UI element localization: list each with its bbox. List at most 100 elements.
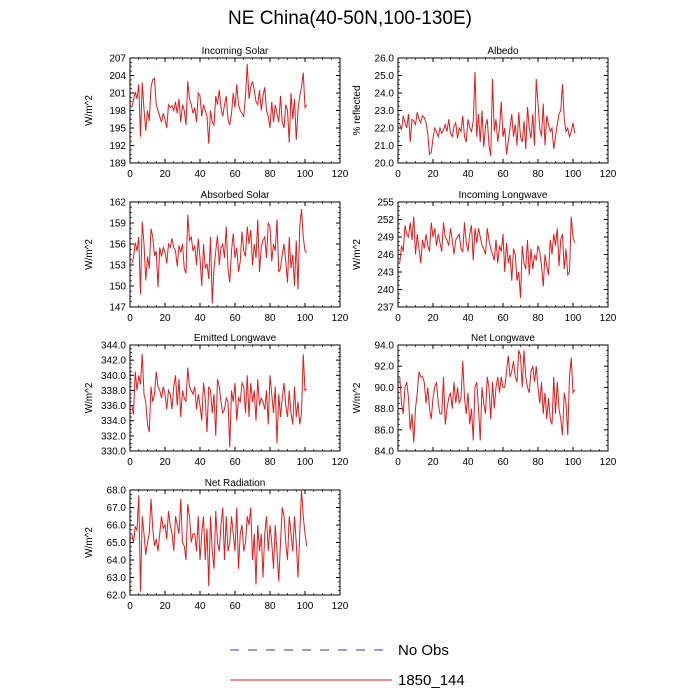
- panel-title: Net Radiation: [205, 478, 266, 489]
- y-tick-label: 84.0: [375, 447, 395, 458]
- y-axis-label: W/m^2: [84, 239, 95, 270]
- y-tick-label: 249: [377, 233, 394, 244]
- y-tick-label: 66.0: [107, 521, 127, 532]
- y-axis-label: W/m^2: [352, 382, 363, 413]
- plot-frame: [397, 201, 609, 308]
- x-tick-label: 120: [332, 169, 349, 180]
- y-tick-label: 237: [377, 303, 394, 314]
- x-tick-label: 80: [264, 601, 276, 612]
- panel-title: Net Longwave: [471, 333, 535, 344]
- y-tick-label: 92.0: [375, 362, 395, 373]
- x-tick-label: 0: [395, 313, 401, 324]
- x-tick-label: 100: [565, 169, 582, 180]
- y-tick-label: 240: [377, 285, 394, 296]
- y-tick-label: 332.0: [101, 431, 126, 442]
- x-tick-label: 40: [194, 601, 206, 612]
- y-tick-label: 156: [109, 240, 126, 251]
- x-tick-label: 80: [264, 169, 276, 180]
- y-tick-label: 340.0: [101, 371, 126, 382]
- x-tick-label: 60: [229, 169, 241, 180]
- panel-title: Absorbed Solar: [201, 190, 271, 201]
- y-tick-label: 63.0: [107, 573, 127, 584]
- x-tick-label: 0: [127, 169, 133, 180]
- series-line-1850-144: [399, 216, 576, 299]
- x-tick-label: 20: [427, 457, 439, 468]
- y-axis-label: W/m^2: [84, 527, 95, 558]
- y-tick-label: 330.0: [101, 447, 126, 458]
- x-tick-label: 20: [427, 313, 439, 324]
- x-tick-label: 80: [532, 457, 544, 468]
- y-tick-label: 20.0: [375, 159, 395, 170]
- y-axis-label: W/m^2: [352, 239, 363, 270]
- y-tick-label: 243: [377, 268, 394, 279]
- y-tick-label: 192: [109, 141, 126, 152]
- x-tick-label: 100: [297, 169, 314, 180]
- panel-incoming-longwave: Incoming Longwave W/m^2 0 20 40 60 80 100 120 237…: [352, 190, 617, 324]
- legend: No Obs 1850_144: [230, 642, 465, 689]
- y-tick-label: 65.0: [107, 538, 127, 549]
- panel-title: Albedo: [487, 46, 519, 57]
- panel-incoming-solar: Incoming Solar W/m^2 0 20 40 60 80 100 120 189 192…: [84, 46, 349, 180]
- y-tick-label: 198: [109, 106, 126, 117]
- x-tick-label: 40: [194, 169, 206, 180]
- x-tick-label: 80: [532, 313, 544, 324]
- y-tick-label: 21.0: [375, 141, 395, 152]
- y-tick-label: 255: [377, 198, 394, 209]
- y-tick-label: 153: [109, 261, 126, 272]
- x-tick-label: 100: [297, 601, 314, 612]
- y-tick-label: 252: [377, 215, 394, 226]
- x-tick-label: 0: [127, 457, 133, 468]
- plot-frame: [397, 57, 609, 164]
- y-tick-label: 159: [109, 219, 126, 230]
- panel-net-radiation: Net Radiation W/m^2 0 20 40 60 80 100 120 62.0 63.…: [84, 478, 349, 612]
- x-tick-label: 60: [229, 313, 241, 324]
- y-tick-label: 150: [109, 282, 126, 293]
- y-tick-label: 86.0: [375, 425, 395, 436]
- panel-emitted-longwave: Emitted Longwave W/m^2 0 20 40 60 80 100 120 330.…: [84, 333, 349, 468]
- x-tick-label: 20: [427, 169, 439, 180]
- x-tick-label: 0: [395, 457, 401, 468]
- y-tick-label: 334.0: [101, 416, 126, 427]
- x-tick-label: 20: [159, 169, 171, 180]
- y-tick-label: 336.0: [101, 401, 126, 412]
- y-tick-label: 94.0: [375, 341, 395, 352]
- panel-title: Incoming Longwave: [459, 190, 548, 201]
- y-tick-label: 195: [109, 124, 126, 135]
- x-tick-label: 120: [600, 169, 617, 180]
- x-tick-label: 100: [565, 313, 582, 324]
- panel-absorbed-solar: Absorbed Solar W/m^2 0 20 40 60 80 100 120 147 150…: [84, 190, 349, 324]
- x-tick-label: 40: [462, 313, 474, 324]
- y-tick-label: 26.0: [375, 54, 395, 65]
- y-tick-label: 344.0: [101, 341, 126, 352]
- x-tick-label: 60: [229, 457, 241, 468]
- series-line-1850-144: [131, 354, 308, 448]
- plot-frame: [129, 57, 341, 164]
- legend-label-no-obs: No Obs: [398, 642, 449, 659]
- y-tick-label: 246: [377, 250, 394, 261]
- panel-albedo: Albedo % reflected 0 20 40 60 80 100 120 20.0 21.0…: [352, 46, 617, 180]
- y-tick-label: 67.0: [107, 503, 127, 514]
- x-tick-label: 60: [229, 601, 241, 612]
- x-tick-label: 100: [565, 457, 582, 468]
- series-line-1850-144: [399, 71, 576, 157]
- x-tick-label: 0: [127, 601, 133, 612]
- x-tick-label: 100: [297, 313, 314, 324]
- y-tick-label: 207: [109, 54, 126, 65]
- y-tick-label: 68.0: [107, 486, 127, 497]
- x-tick-label: 80: [264, 313, 276, 324]
- x-tick-label: 120: [332, 313, 349, 324]
- y-tick-label: 162: [109, 198, 126, 209]
- y-tick-label: 23.0: [375, 106, 395, 117]
- panel-title: Emitted Longwave: [194, 333, 277, 344]
- y-tick-label: 90.0: [375, 383, 395, 394]
- x-tick-label: 40: [194, 457, 206, 468]
- page-title: NE China(40-50N,100-130E): [228, 8, 472, 29]
- y-tick-label: 201: [109, 89, 126, 100]
- x-tick-label: 0: [127, 313, 133, 324]
- x-tick-label: 40: [462, 457, 474, 468]
- x-tick-label: 20: [159, 457, 171, 468]
- legend-item-no-obs: No Obs: [230, 642, 449, 659]
- y-tick-label: 64.0: [107, 556, 127, 567]
